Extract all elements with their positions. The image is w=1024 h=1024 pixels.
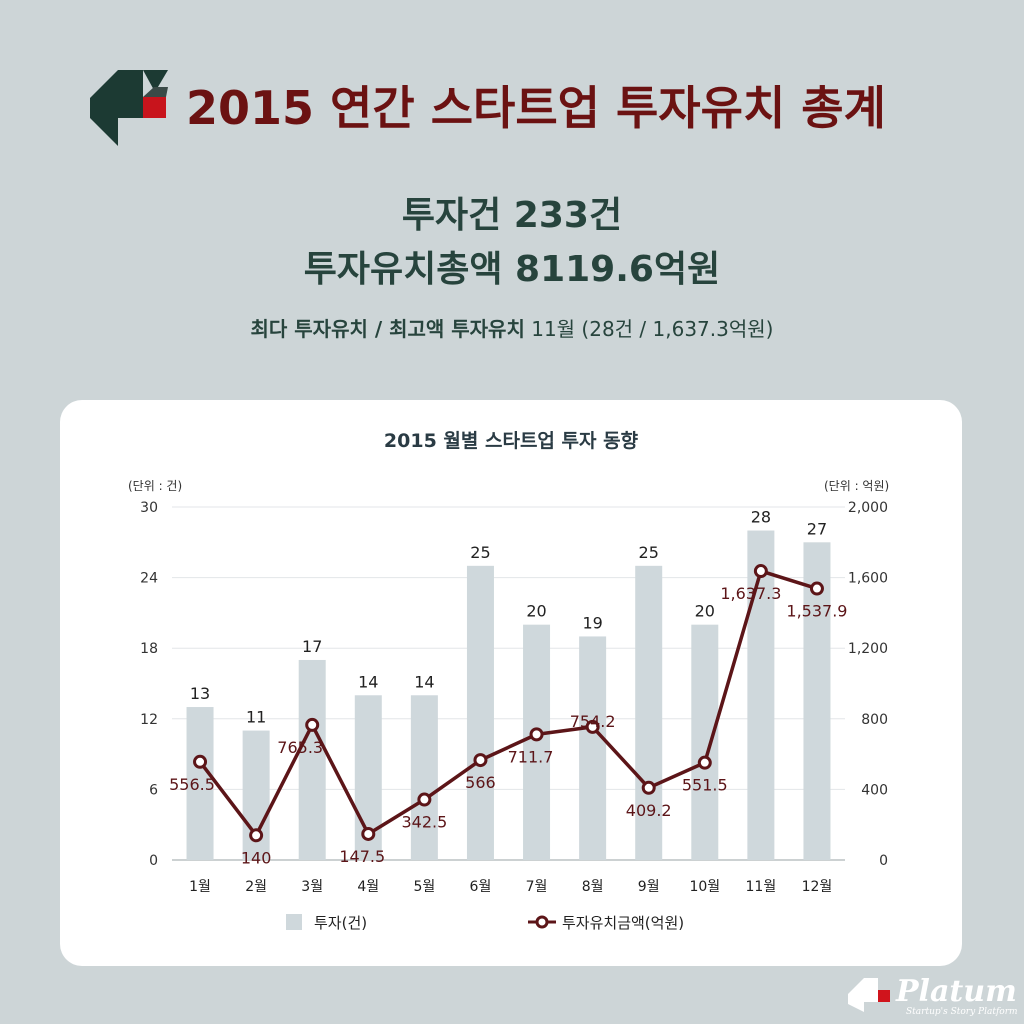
line-point xyxy=(585,719,600,734)
legend-line-marker xyxy=(535,915,549,929)
right-tick-label: 1,600 xyxy=(848,571,888,587)
platum-logo-icon xyxy=(90,70,168,146)
right-tick-label: 1,200 xyxy=(848,641,888,657)
line-value-label: 765.3 xyxy=(277,738,323,757)
x-tick-label: 2월 xyxy=(245,879,267,895)
line-point xyxy=(361,826,376,841)
bar-value-label: 25 xyxy=(639,543,659,562)
right-tick-label: 0 xyxy=(879,853,888,869)
line-point xyxy=(473,753,488,768)
left-tick-label: 24 xyxy=(140,571,158,587)
footer-tagline: Startup's Story Platform xyxy=(906,1007,1018,1017)
bar xyxy=(466,565,494,860)
footer-brand: Platum xyxy=(896,974,1017,1009)
legend-bar-label: 투자(건) xyxy=(314,914,367,932)
x-tick-label: 4월 xyxy=(357,879,379,895)
top-month-label: 최다 투자유치 / 최고액 투자유치 xyxy=(250,317,525,341)
bar xyxy=(579,636,607,860)
bar-value-label: 17 xyxy=(302,637,322,656)
x-tick-label: 7월 xyxy=(526,879,548,895)
bar xyxy=(747,530,775,860)
line-point xyxy=(249,828,264,843)
left-tick-label: 12 xyxy=(140,712,158,728)
line-value-label: 409.2 xyxy=(626,801,672,820)
bar-value-label: 13 xyxy=(190,684,210,703)
x-tick-label: 12월 xyxy=(802,879,833,895)
bar-value-label: 27 xyxy=(807,519,827,538)
bar xyxy=(298,659,326,860)
legend-line-label: 투자유치금액(억원) xyxy=(562,914,684,932)
chart-title: 2015 월별 스타트업 투자 동향 xyxy=(383,430,639,452)
line-value-label: 147.5 xyxy=(339,847,385,866)
line-value-label: 566 xyxy=(465,773,496,792)
bar-value-label: 14 xyxy=(414,672,434,691)
total-amount: 투자유치총액 8119.6억원 xyxy=(303,249,721,290)
x-tick-label: 6월 xyxy=(470,879,492,895)
top-month-value: 11월 (28건 / 1,637.3억원) xyxy=(524,317,774,341)
x-tick-label: 11월 xyxy=(746,879,777,895)
line-value-label: 754.2 xyxy=(570,712,616,731)
monthly-investment-chart: 0 0 6 400 12 800 18 1,200 24 1,600 30 2,000 (단위 : 건)… xyxy=(128,479,889,932)
line-value-label: 342.5 xyxy=(401,813,447,832)
line-value-label: 1,637.3 xyxy=(720,584,781,603)
bar-value-label: 11 xyxy=(246,708,266,727)
line-point xyxy=(641,780,656,795)
line-value-label: 711.7 xyxy=(508,747,554,766)
bar-value-label: 19 xyxy=(582,613,602,632)
x-tick-label: 1월 xyxy=(189,879,211,895)
bar xyxy=(186,707,214,860)
chart-card: 2015 월별 스타트업 투자 동향 0 0 6 400 12 800 18 1,200 24 1… xyxy=(60,400,962,966)
x-tick-label: 3월 xyxy=(301,879,323,895)
line-point xyxy=(193,754,208,769)
x-tick-label: 8월 xyxy=(582,879,604,895)
line-point xyxy=(809,581,824,596)
bar-value-label: 25 xyxy=(470,543,490,562)
bar-value-label: 14 xyxy=(358,672,378,691)
line-point xyxy=(529,727,544,742)
line-point xyxy=(417,792,432,807)
x-tick-label: 5월 xyxy=(413,879,435,895)
line-value-label: 556.5 xyxy=(169,775,215,794)
left-tick-label: 30 xyxy=(140,500,158,516)
top-month-summary: 최다 투자유치 / 최고액 투자유치 11월 (28건 / 1,637.3억원) xyxy=(0,313,1024,342)
right-tick-label: 2,000 xyxy=(848,500,888,516)
amount-series-line xyxy=(198,569,818,838)
page-title: 2015 연간 스타트업 투자유치 총계 xyxy=(186,81,886,135)
total-deals: 투자건 233건 xyxy=(401,195,623,236)
right-tick-label: 800 xyxy=(861,712,888,728)
bar xyxy=(410,695,438,860)
legend-bar-swatch xyxy=(286,914,302,930)
bar xyxy=(691,624,719,860)
left-tick-label: 18 xyxy=(140,641,158,657)
left-tick-label: 6 xyxy=(149,782,158,798)
line-value-label: 140 xyxy=(241,848,272,867)
line-value-label: 1,537.9 xyxy=(786,602,847,621)
line-point xyxy=(697,755,712,770)
bar-value-label: 28 xyxy=(751,508,771,527)
platum-footer-logo-icon xyxy=(848,978,890,1012)
bar-value-label: 20 xyxy=(526,602,546,621)
right-axis-unit: (단위 : 억원) xyxy=(824,479,889,493)
x-tick-label: 9월 xyxy=(638,879,660,895)
line-value-label: 551.5 xyxy=(682,776,728,795)
x-tick-label: 10월 xyxy=(689,879,720,895)
bar xyxy=(635,565,663,860)
left-axis-unit: (단위 : 건) xyxy=(128,479,182,493)
line-point xyxy=(305,717,320,732)
right-tick-label: 400 xyxy=(861,782,888,798)
bar-value-label: 20 xyxy=(695,602,715,621)
line-point xyxy=(753,564,768,579)
header: 2015 연간 스타트업 투자유치 총계 xyxy=(0,58,1024,148)
left-tick-label: 0 xyxy=(149,853,158,869)
bar xyxy=(523,624,551,860)
